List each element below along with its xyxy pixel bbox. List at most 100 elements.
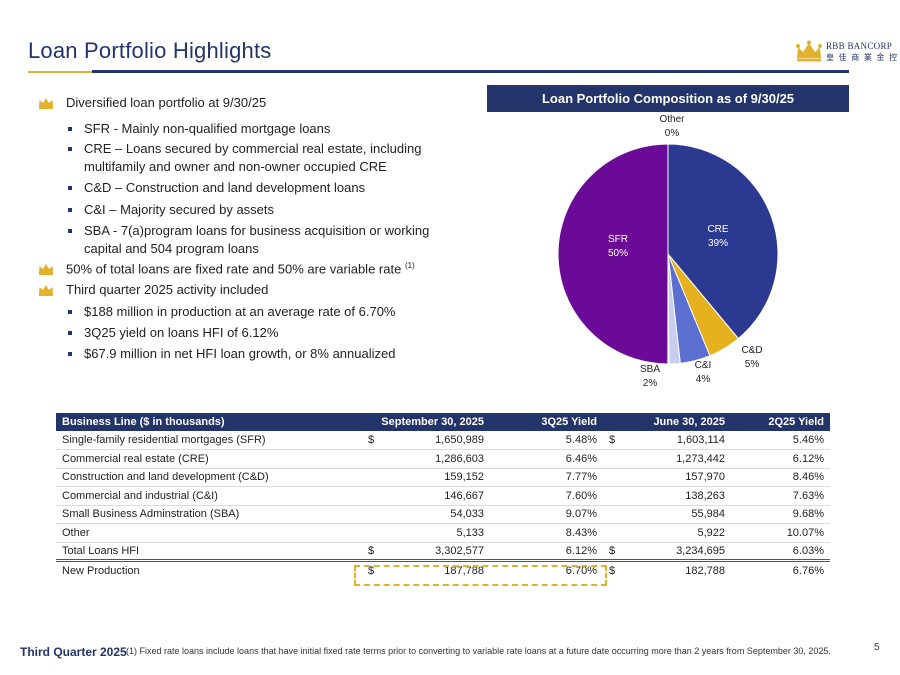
3q25-yield-value: 8.43% (490, 523, 603, 543)
row-label: Construction and land development (C&D) (56, 468, 362, 487)
square-bullet-icon (68, 331, 72, 335)
sep-2025-value: 159,152 (362, 468, 490, 487)
pie-value-cre: 39% (708, 238, 728, 249)
title-underline-accent (28, 71, 92, 73)
pie-label-sfr: SFR (608, 234, 628, 245)
column-header-business-line: Business Line ($ in thousands) (56, 413, 362, 431)
company-logo: RBB BANCORP 皇 佳 商 業 金 控 (795, 40, 897, 66)
table-row-total: Total Loans HFI $3,302,577 6.12% $3,234,695… (56, 541, 830, 562)
table-row: Small Business Adminstration (SBA) 54,033… (56, 505, 830, 524)
row-label: New Production (62, 564, 140, 577)
currency-symbol: $ (368, 434, 375, 446)
crown-bullet-icon (39, 98, 53, 109)
3q25-yield-value: 6.70% (565, 564, 597, 577)
3q25-yield-value: 7.77% (490, 468, 603, 487)
sub-bullet-text: $67.9 million in net HFI loan growth, or… (84, 346, 396, 361)
chart-title: Loan Portfolio Composition as of 9/30/25 (487, 85, 849, 112)
row-label: Commercial and industrial (C&I) (56, 486, 362, 506)
bullet-text: Diversified loan portfolio at 9/30/25 (66, 95, 267, 110)
page-number: 5 (874, 642, 880, 653)
cell-value: 1,650,989 (435, 434, 484, 446)
sub-bullet: SBA - 7(a)program loans for business acq… (68, 222, 438, 258)
2q25-yield-value: 5.46% (731, 431, 830, 450)
page-title: Loan Portfolio Highlights (28, 38, 272, 63)
sub-bullet-text: SBA - 7(a)program loans for business acq… (84, 223, 430, 256)
cell-value: 187,788 (444, 564, 484, 577)
sep-2025-value: 1,286,603 (362, 449, 490, 469)
pie-slice-cre (667, 143, 779, 340)
cell-value: 3,234,695 (676, 544, 725, 557)
column-header-jun-2025: June 30, 2025 (603, 413, 731, 431)
3q25-yield-value: 5.48% (490, 431, 603, 450)
jun-2025-value: $3,234,695 (603, 541, 731, 562)
row-label: Commercial real estate (CRE) (56, 449, 362, 469)
square-bullet-icon (68, 186, 72, 190)
crown-bullet-icon (39, 285, 53, 296)
sub-bullet-text: C&I – Majority secured by assets (84, 202, 275, 217)
pie-slice-sfr (557, 143, 669, 365)
square-bullet-icon (68, 352, 72, 356)
pie-label-ci: C&I (695, 360, 712, 371)
table-row: Other 5,133 8.43% 5,922 10.07% (56, 523, 830, 543)
sep-2025-value: $1,650,989 (362, 431, 490, 450)
currency-symbol: $ (368, 544, 375, 557)
3q25-yield-value: 7.60% (490, 486, 603, 506)
2q25-yield-value: 6.12% (731, 449, 830, 469)
currency-symbol: $ (368, 564, 375, 577)
pie-value-sfr: 50% (608, 248, 628, 259)
bullet-text: Third quarter 2025 activity included (66, 282, 269, 297)
3q25-yield-value: 6.12% (490, 541, 603, 562)
table-row-new-production: New Production $187,788 6.70% $182,788 6.76% (56, 561, 830, 580)
title-underline (92, 70, 849, 73)
jun-2025-value: 55,984 (603, 505, 731, 524)
square-bullet-icon (68, 310, 72, 314)
2q25-yield-value: 7.63% (731, 486, 830, 506)
2q25-yield-value: 8.46% (731, 468, 830, 487)
jun-2025-value: 1,273,442 (603, 449, 731, 469)
sub-bullet: SFR - Mainly non-qualified mortgage loan… (68, 120, 438, 138)
sub-bullet-text: C&D – Construction and land development … (84, 180, 366, 195)
2q25-yield-value: 9.68% (731, 505, 830, 524)
sep-2025-value: 54,033 (362, 505, 490, 524)
cell-value: 182,788 (685, 564, 725, 577)
cell-value: 1,603,114 (676, 434, 725, 446)
sub-bullet: C&D – Construction and land development … (68, 179, 438, 197)
jun-2025-value: $1,603,114 (603, 431, 731, 450)
sep-2025-value: $187,788 (362, 561, 490, 580)
jun-2025-value: 5,922 (603, 523, 731, 543)
loan-composition-pie-chart: CRE 39% C&D 5% C&I 4% SBA 2% Other 0% SFR 50% (557, 114, 779, 389)
table-row: Single-family residential mortgages (SFR… (56, 431, 830, 450)
row-label: Other (56, 523, 362, 543)
logo-subtitle: 皇 佳 商 業 金 控 (826, 53, 899, 62)
pie-value-ci: 4% (696, 374, 711, 385)
sub-bullet: C&I – Majority secured by assets (68, 201, 438, 219)
footnote-ref: (1) (404, 261, 415, 270)
crown-bullet-icon (39, 264, 53, 275)
loan-table-container: Business Line ($ in thousands) September… (56, 413, 830, 579)
bullet-text: 50% of total loans are fixed rate and 50… (66, 261, 402, 277)
bullet-portfolio: Diversified loan portfolio at 9/30/25 (38, 95, 266, 110)
row-label: Single-family residential mortgages (SFR… (56, 431, 362, 450)
3q25-yield-value: 9.07% (490, 505, 603, 524)
table-row: Construction and land development (C&D) 1… (56, 468, 830, 487)
2q25-yield-value: 10.07% (731, 523, 830, 543)
sep-2025-value: 5,133 (362, 523, 490, 543)
square-bullet-icon (68, 147, 72, 151)
pie-label-cre: CRE (707, 224, 728, 235)
sub-bullet-text: CRE – Loans secured by commercial real e… (84, 141, 422, 174)
column-header-3q25-yield: 3Q25 Yield (490, 413, 603, 431)
2q25-yield-value: 6.03% (731, 541, 830, 562)
square-bullet-icon (68, 229, 72, 233)
pie-value-other: 0% (665, 128, 680, 139)
bullet-third-quarter: Third quarter 2025 activity included (38, 282, 268, 297)
square-bullet-icon (68, 208, 72, 212)
footer-quarter: Third Quarter 2025 (20, 645, 127, 659)
table-row: Commercial and industrial (C&I) 146,667 7.… (56, 486, 830, 506)
row-label: Small Business Adminstration (SBA) (56, 505, 362, 524)
square-bullet-icon (68, 127, 72, 131)
sub-bullet: 3Q25 yield on loans HFI of 6.12% (68, 324, 438, 342)
row-label: Total Loans HFI (56, 541, 362, 562)
3q25-yield-value: 6.46% (490, 449, 603, 469)
jun-2025-value: $182,788 (603, 561, 731, 580)
pie-label-cd: C&D (741, 345, 762, 356)
